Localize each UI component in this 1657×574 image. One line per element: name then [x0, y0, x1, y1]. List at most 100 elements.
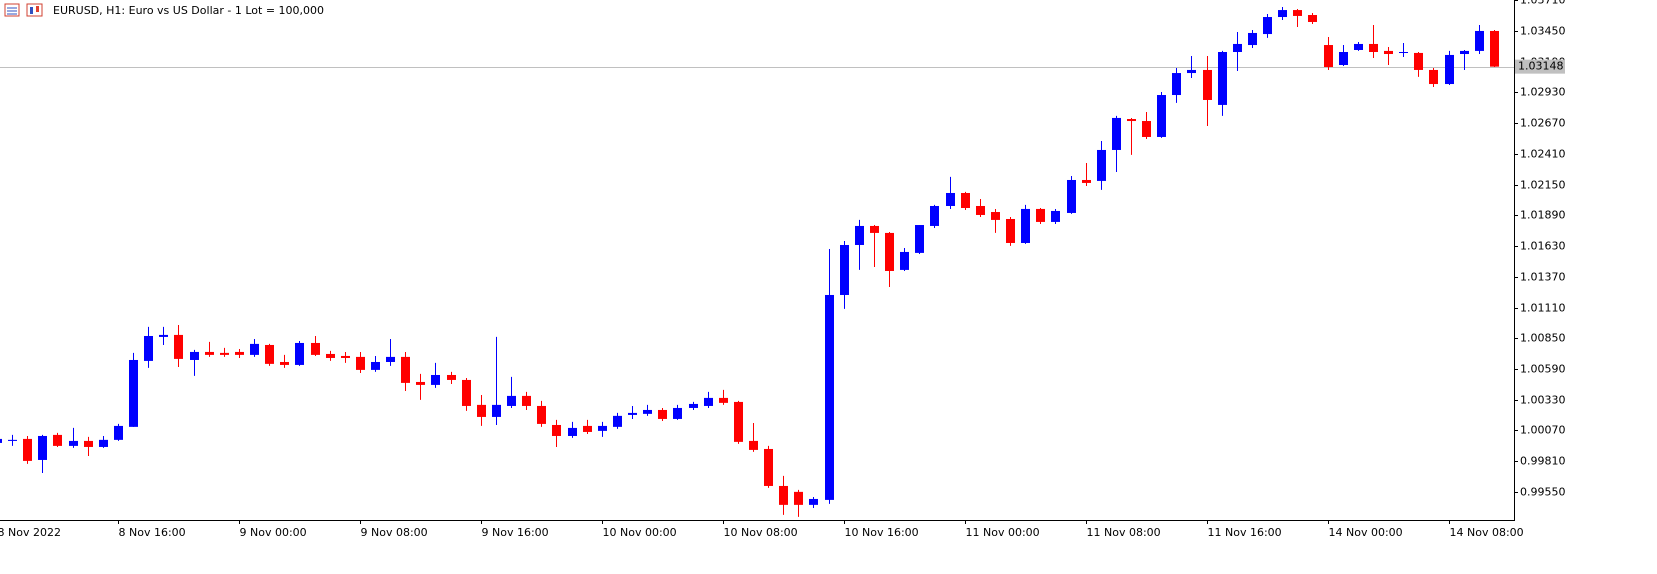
- current-price-box: [1515, 59, 1565, 74]
- y-tick-label: 1.02410: [1520, 148, 1566, 161]
- candle-body: [946, 192, 955, 206]
- candle-body: [205, 351, 214, 355]
- x-tick-label: 11 Nov 16:00: [1208, 526, 1282, 539]
- candle-body: [991, 212, 1000, 220]
- toolbar-icons: [4, 3, 43, 17]
- candle-body: [809, 498, 818, 505]
- candle-body: [1369, 43, 1378, 52]
- x-tick-label: 9 Nov 16:00: [482, 526, 549, 539]
- candle-body: [341, 355, 350, 358]
- candle-body: [1036, 208, 1045, 222]
- candle-body: [69, 440, 78, 446]
- candle-body: [1172, 73, 1181, 96]
- candle-body: [976, 205, 985, 215]
- candle-body: [1445, 54, 1454, 85]
- candle-body: [280, 361, 289, 365]
- y-tick-label: 1.01890: [1520, 209, 1566, 222]
- candle-body: [673, 407, 682, 419]
- candle-body: [38, 435, 47, 460]
- candle-body: [1006, 218, 1015, 243]
- candle-body: [1490, 30, 1499, 67]
- candle-body: [1429, 69, 1438, 85]
- candle-body: [689, 403, 698, 408]
- candle-body: [1067, 179, 1076, 213]
- x-tick-label: 8 Nov 16:00: [119, 526, 186, 539]
- x-tick-label: 10 Nov 16:00: [845, 526, 919, 539]
- candle-body: [1082, 179, 1091, 183]
- chart-title: EURUSD, H1: Euro vs US Dollar - 1 Lot = …: [53, 4, 324, 17]
- candle-body: [507, 395, 516, 406]
- candle-body: [658, 409, 667, 419]
- x-tick-label: 14 Nov 00:00: [1329, 526, 1403, 539]
- candle-body: [84, 440, 93, 447]
- y-tick-label: 1.02150: [1520, 179, 1566, 192]
- y-tick-label: 1.00590: [1520, 363, 1566, 376]
- candle-body: [613, 415, 622, 427]
- y-tick-label: 1.00850: [1520, 332, 1566, 345]
- candle-body: [492, 404, 501, 417]
- candle-body: [794, 491, 803, 505]
- candle-body: [174, 334, 183, 359]
- candle-body: [431, 374, 440, 385]
- x-tick-label: 9 Nov 00:00: [240, 526, 307, 539]
- candle-body: [311, 342, 320, 355]
- candle-body: [552, 424, 561, 436]
- candle-body: [0, 438, 2, 443]
- candle-body: [1354, 43, 1363, 50]
- candle-body: [386, 356, 395, 362]
- icon-chart: [26, 3, 43, 17]
- candle-body: [915, 225, 924, 253]
- candle-body: [220, 352, 229, 355]
- candle-body: [1384, 50, 1393, 55]
- candle-body: [1127, 119, 1136, 122]
- candle-body: [159, 334, 168, 337]
- candle-body: [1308, 15, 1317, 22]
- candle-body: [190, 351, 199, 360]
- y-tick-label: 1.00330: [1520, 394, 1566, 407]
- candle-body: [250, 343, 259, 355]
- candle-body: [295, 342, 304, 365]
- candle-body: [53, 434, 62, 446]
- candle-body: [1399, 52, 1408, 53]
- candle-body: [1142, 121, 1151, 137]
- x-tick-label: 11 Nov 08:00: [1087, 526, 1161, 539]
- candle-body: [1248, 32, 1257, 46]
- candle-body: [462, 379, 471, 406]
- candle-body: [1324, 45, 1333, 68]
- candle-body: [628, 412, 637, 415]
- y-tick-label: 0.99810: [1520, 455, 1566, 468]
- candle-body: [1233, 43, 1242, 52]
- x-tick-label: 11 Nov 00:00: [966, 526, 1040, 539]
- candle-body: [734, 401, 743, 442]
- candle-body: [416, 381, 425, 385]
- x-tick-label: 8 Nov 2022: [0, 526, 61, 539]
- candle-body: [1293, 10, 1302, 16]
- candle-body: [643, 409, 652, 414]
- x-tick-label: 14 Nov 08:00: [1450, 526, 1524, 539]
- y-tick-label: 1.03710: [1520, 0, 1566, 7]
- candle-body: [825, 294, 834, 500]
- y-tick-label: 1.01110: [1520, 302, 1566, 315]
- candle-body: [1414, 52, 1423, 70]
- y-tick-label: 1.01630: [1520, 240, 1566, 253]
- candle-body: [1460, 50, 1469, 55]
- y-tick-label: 1.03450: [1520, 25, 1566, 38]
- candle-body: [764, 448, 773, 486]
- candle-body: [583, 425, 592, 432]
- x-tick-label: 10 Nov 08:00: [724, 526, 798, 539]
- candle-body: [779, 485, 788, 505]
- candle-body: [23, 438, 32, 461]
- candle-body: [855, 225, 864, 245]
- y-tick-label: 1.02930: [1520, 86, 1566, 99]
- candle-body: [568, 427, 577, 436]
- candle-body: [1218, 52, 1227, 105]
- x-tick-label: 10 Nov 00:00: [603, 526, 677, 539]
- candle-body: [356, 356, 365, 370]
- candle-body: [1339, 52, 1348, 65]
- candle-body: [265, 344, 274, 364]
- icon-bar: [36, 6, 39, 12]
- candle-body: [885, 232, 894, 271]
- candle-body: [371, 361, 380, 370]
- candle-body: [704, 397, 713, 406]
- candle-body: [1187, 69, 1196, 74]
